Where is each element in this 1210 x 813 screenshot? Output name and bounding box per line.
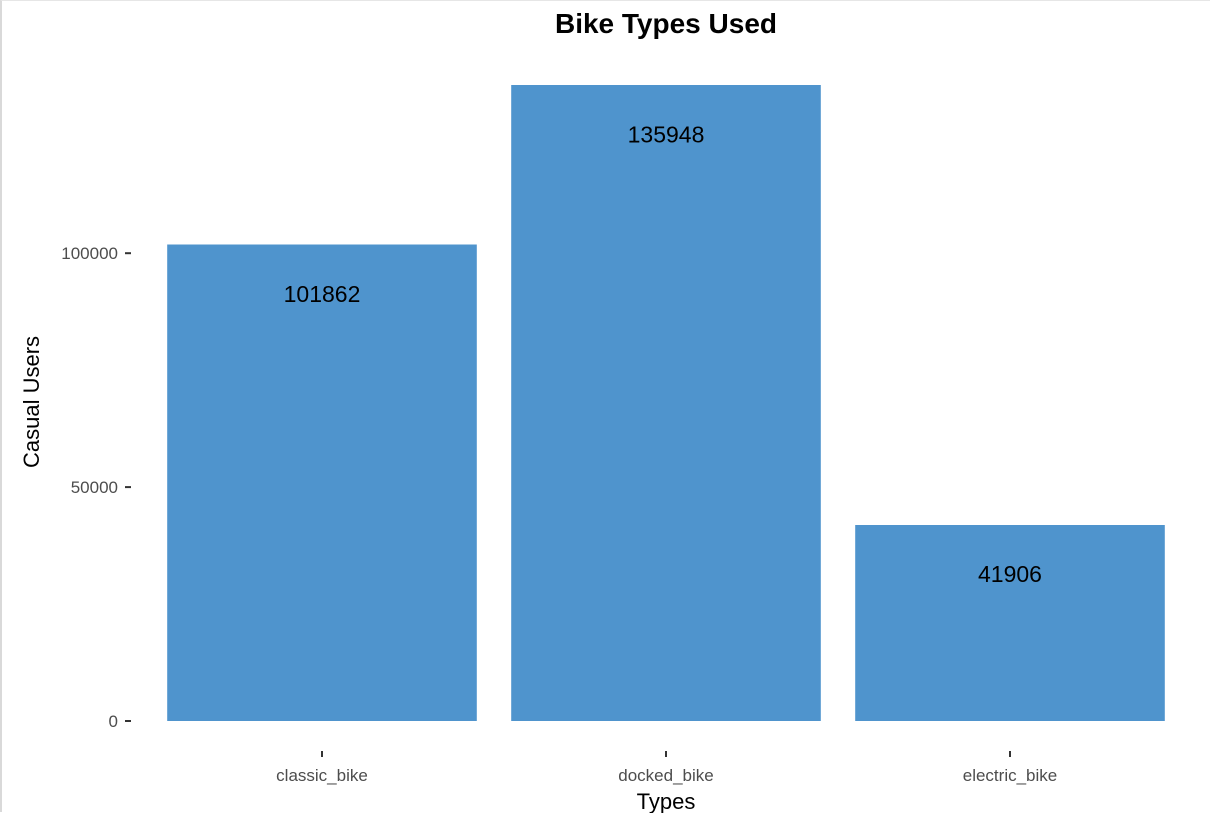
data-label-electric_bike: 41906 [978, 561, 1042, 587]
bar-docked_bike [511, 85, 821, 721]
x-axis: classic_bike docked_bike electric_bike [276, 751, 1057, 785]
x-tick-label-classic_bike: classic_bike [276, 766, 368, 785]
y-tick-label-50000: 50000 [71, 478, 118, 497]
y-tick-label-100000: 100000 [61, 244, 118, 263]
y-axis: 0 50000 100000 [61, 244, 131, 731]
bars-group [167, 85, 1165, 721]
y-axis-title: Casual Users [19, 336, 44, 468]
bar-classic_bike [167, 244, 477, 721]
y-tick-label-0: 0 [109, 712, 118, 731]
data-label-classic_bike: 101862 [284, 281, 361, 307]
data-label-docked_bike: 135948 [628, 121, 705, 147]
x-tick-label-electric_bike: electric_bike [963, 766, 1058, 785]
data-labels-group: 101862 135948 41906 [284, 121, 1042, 587]
x-axis-title: Types [637, 789, 696, 813]
x-tick-label-docked_bike: docked_bike [618, 766, 713, 785]
bar-electric_bike [855, 525, 1165, 721]
chart-title: Bike Types Used [555, 8, 777, 39]
